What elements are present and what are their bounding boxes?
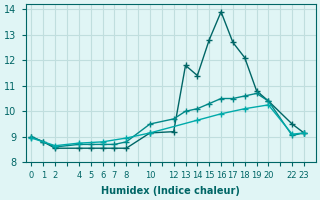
X-axis label: Humidex (Indice chaleur): Humidex (Indice chaleur): [101, 186, 240, 196]
